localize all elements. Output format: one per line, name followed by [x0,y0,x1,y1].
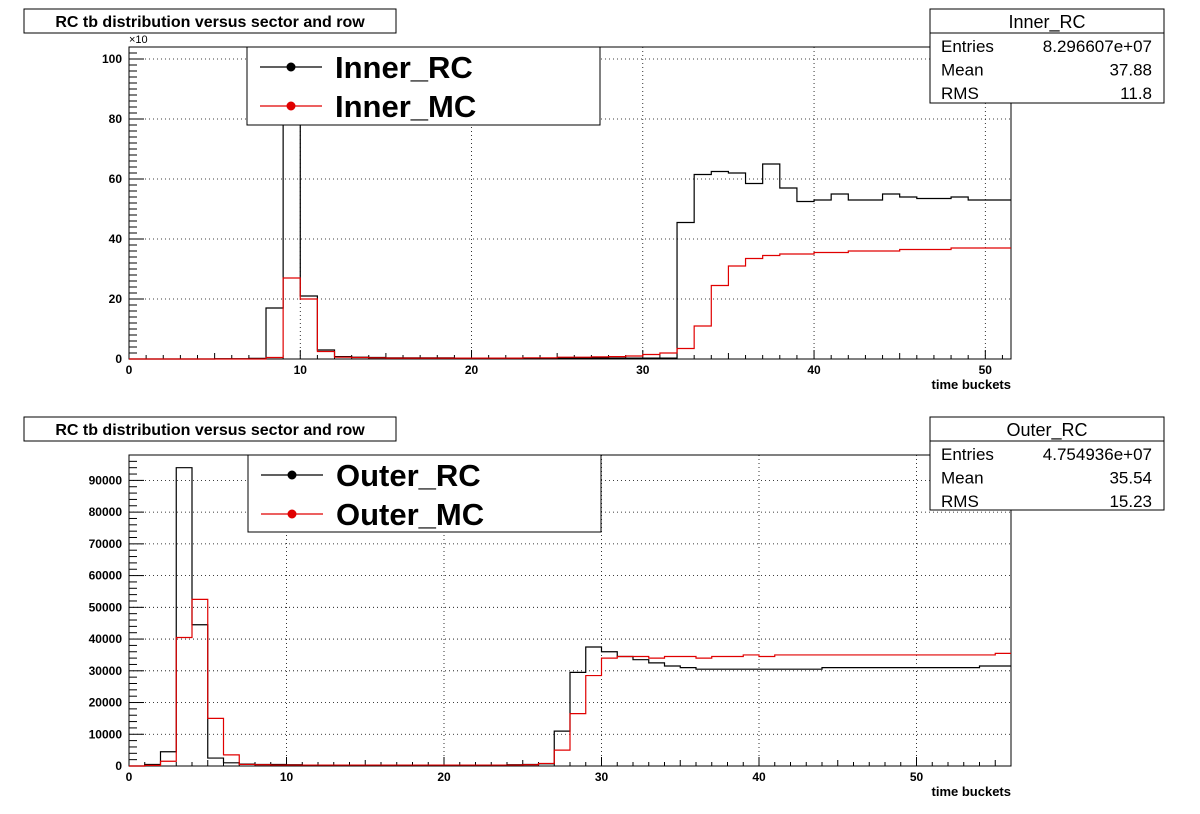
chart-title: RC tb distribution versus sector and row [55,422,365,439]
x-tick-label: 50 [910,770,924,784]
stats-key-rms: RMS [941,84,979,103]
x-tick-label: 10 [280,770,294,784]
stats-title: Outer_RC [1006,420,1087,441]
legend-marker [287,509,297,519]
y-tick-label: 0 [115,759,122,773]
stats-key-entries: Entries [941,37,994,56]
chart-panel-2: 0 10 20 30 40 50 0 10000 20000 30000 40000 50000 600… [23,416,1165,799]
stats-value-entries: 4.754936e+07 [1043,445,1152,464]
legend-marker [286,62,296,72]
x-tick-label: 20 [437,770,451,784]
x-tick-label: 0 [126,363,133,377]
stats-title: Inner_RC [1008,12,1085,33]
y-tick-label: 90000 [89,473,123,487]
x-tick-label: 40 [752,770,766,784]
y-tick-label: 20 [109,292,123,306]
y-tick-label: 20000 [89,696,123,710]
chart-panel-1: 0 10 20 30 40 50 0 20 40 60 80 100 time buckets ×10 RC… [23,8,1165,392]
legend-label: Outer_MC [336,497,484,532]
legend-marker [287,470,297,480]
y-tick-label: 80 [109,112,123,126]
stats-box [929,416,1165,511]
y-tick-label: 60 [109,172,123,186]
stats-value-rms: 11.8 [1120,84,1152,103]
legend-box [247,454,602,533]
x-tick-label: 0 [126,770,133,784]
stats-value-mean: 37.88 [1109,61,1152,80]
y-tick-label: 30000 [89,664,123,678]
chart-title: RC tb distribution versus sector and row [55,14,365,31]
y-tick-label: 0 [115,352,122,366]
x-tick-label: 30 [595,770,609,784]
y-multiplier-label: ×10 [129,34,148,46]
stats-value-entries: 8.296607e+07 [1043,37,1152,56]
x-tick-label: 50 [979,363,993,377]
x-axis-label: time buckets [932,377,1011,392]
y-tick-label: 60000 [89,569,123,583]
stats-key-mean: Mean [941,61,984,80]
y-tick-label: 70000 [89,537,123,551]
series-line-outer-mc [129,598,1011,767]
x-tick-label: 40 [807,363,821,377]
stats-key-rms: RMS [941,492,979,511]
y-tick-label: 40000 [89,632,123,646]
legend-box [246,46,601,126]
stats-value-rms: 15.23 [1109,492,1152,511]
x-axis-label: time buckets [932,784,1011,799]
chart-title-box [23,416,397,442]
stats-value-mean: 35.54 [1109,469,1152,488]
y-tick-label: 50000 [89,600,123,614]
y-tick-label: 10000 [89,727,123,741]
chart-title-box [23,8,397,34]
stats-key-mean: Mean [941,469,984,488]
legend-label: Inner_RC [335,50,473,85]
x-tick-label: 20 [465,363,479,377]
x-tick-label: 30 [636,363,650,377]
legend-label: Inner_MC [335,89,476,124]
y-tick-label: 40 [109,232,123,246]
y-tick-label: 100 [102,52,122,66]
series-line-inner-mc [129,247,1011,360]
x-tick-label: 10 [294,363,308,377]
stats-key-entries: Entries [941,445,994,464]
y-tick-label: 80000 [89,505,123,519]
stats-box [929,8,1165,104]
legend-marker [286,101,296,111]
legend-label: Outer_RC [336,458,481,493]
